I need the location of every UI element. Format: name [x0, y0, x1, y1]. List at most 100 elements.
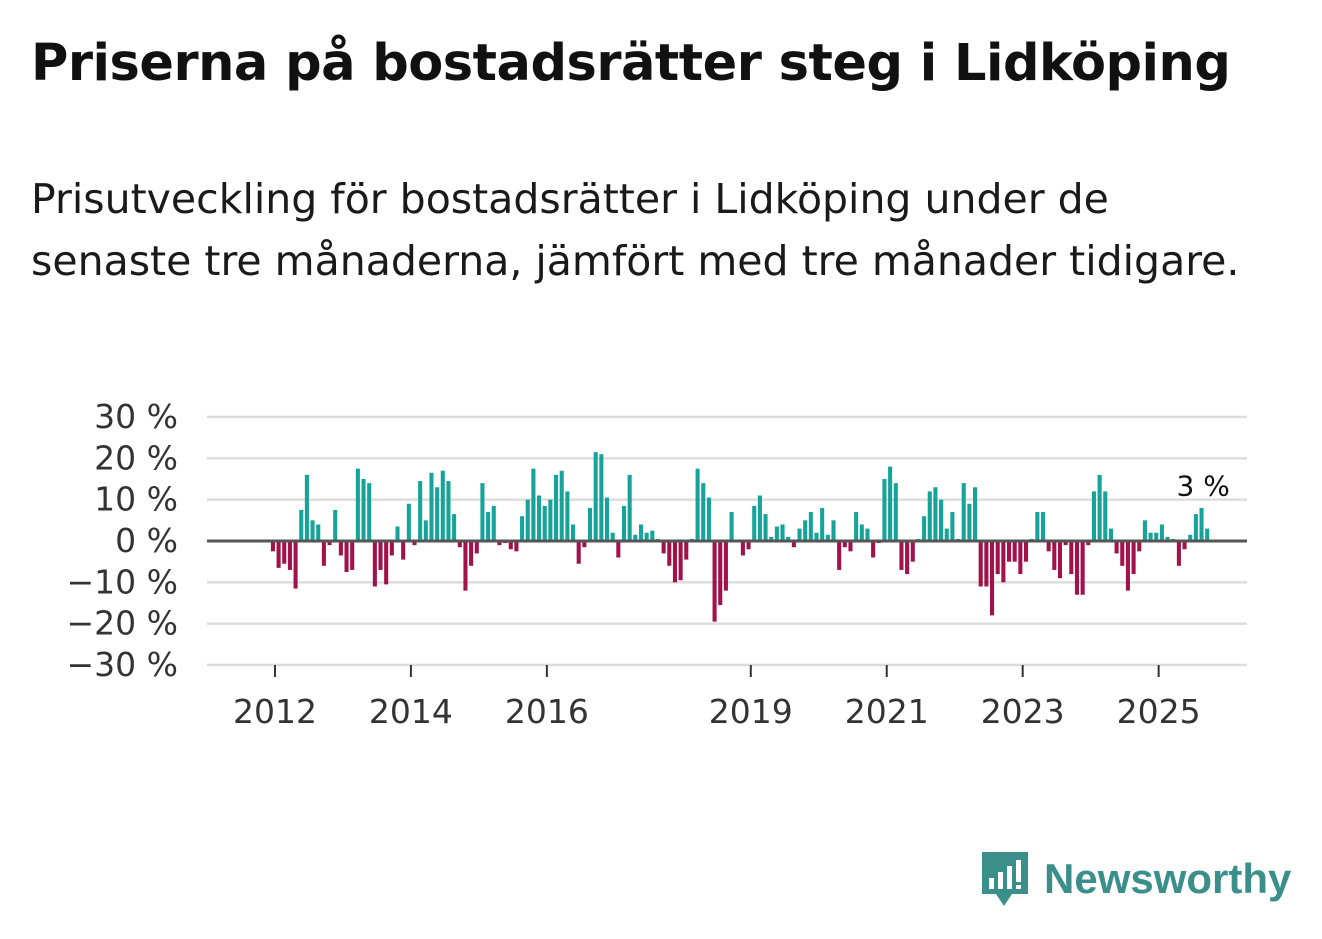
- bar: [531, 468, 536, 541]
- bar: [808, 512, 813, 541]
- bar: [401, 541, 406, 560]
- bar: [667, 541, 672, 566]
- bar: [565, 491, 570, 541]
- bar: [1091, 491, 1096, 541]
- bar: [1063, 541, 1068, 546]
- bar: [978, 541, 983, 587]
- bar: [599, 454, 604, 541]
- bar: [1182, 541, 1187, 550]
- bar: [338, 541, 343, 556]
- bar: [922, 516, 927, 541]
- bar: [774, 526, 779, 541]
- bar: [633, 534, 638, 541]
- y-tick-label: 30 %: [94, 397, 178, 436]
- x-tick-label: 2014: [369, 692, 453, 731]
- bar: [1205, 528, 1210, 541]
- bar: [797, 528, 802, 541]
- bar: [299, 510, 304, 541]
- y-axis-labels: 30 %20 %10 %0 %−10 %−20 %−30 %: [67, 397, 179, 684]
- y-tick-label: −30 %: [67, 645, 179, 684]
- bars: [270, 452, 1210, 622]
- bar: [1154, 532, 1159, 541]
- y-tick-label: −10 %: [67, 562, 179, 601]
- brand-name: Newsworthy: [1044, 855, 1292, 902]
- bar: [1012, 541, 1017, 562]
- bar: [910, 541, 915, 562]
- bar: [854, 512, 859, 541]
- bar: [865, 528, 870, 541]
- grid-lines: [207, 415, 1247, 667]
- bar: [882, 479, 887, 541]
- x-tick-label: 2012: [233, 692, 317, 731]
- y-tick-label: −20 %: [67, 604, 179, 643]
- bar: [644, 532, 649, 541]
- bar: [384, 541, 389, 585]
- bar: [333, 510, 338, 541]
- bar: [389, 541, 394, 556]
- bar: [1023, 541, 1029, 562]
- bar: [1131, 541, 1136, 575]
- bar: [1097, 474, 1102, 541]
- bar: [570, 524, 576, 541]
- bar: [525, 499, 530, 541]
- bar: [1176, 541, 1181, 566]
- bar: [282, 541, 287, 564]
- bar: [508, 541, 513, 550]
- bar: [412, 541, 417, 546]
- bar: [712, 541, 717, 622]
- x-tick-label: 2025: [1117, 692, 1201, 731]
- x-tick-label: 2023: [981, 692, 1065, 731]
- bar: [520, 516, 525, 541]
- bar: [344, 541, 349, 572]
- bar: [542, 505, 547, 541]
- bar: [486, 512, 491, 541]
- bar: [423, 520, 428, 541]
- bar: [1120, 541, 1125, 566]
- newsworthy-logo-icon: [982, 852, 1028, 906]
- bar: [293, 541, 298, 589]
- bar: [814, 532, 819, 541]
- bar: [1114, 541, 1119, 554]
- bar: [1001, 541, 1006, 583]
- bar: [757, 495, 762, 541]
- bar: [706, 497, 711, 541]
- chart-subtitle: Prisutveckling för bostadsrätter i Lidkö…: [31, 175, 1240, 285]
- bar: [740, 541, 745, 556]
- bar: [672, 541, 677, 583]
- bar: [893, 483, 898, 541]
- bar: [1142, 520, 1147, 541]
- bar: [638, 524, 644, 541]
- bar: [627, 474, 632, 541]
- bar: [593, 452, 598, 541]
- bar: [469, 541, 474, 566]
- bar: [491, 505, 496, 541]
- bar: [769, 536, 774, 541]
- x-tick-label: 2016: [505, 692, 589, 731]
- last-value-annotation: 3 %: [1177, 470, 1230, 503]
- bar: [548, 499, 553, 541]
- bar: [1086, 541, 1091, 546]
- y-tick-label: 10 %: [94, 480, 178, 519]
- y-tick-label: 0 %: [115, 521, 178, 560]
- bar: [457, 541, 462, 548]
- bar: [842, 541, 847, 548]
- bar: [701, 483, 706, 541]
- bar: [327, 541, 332, 546]
- bar: [1046, 541, 1051, 552]
- bar: [537, 495, 542, 541]
- bar: [927, 491, 932, 541]
- bar: [440, 470, 445, 541]
- bar: [729, 512, 734, 541]
- bar: [791, 541, 796, 548]
- bar: [820, 507, 825, 541]
- bar: [321, 541, 326, 566]
- bar: [1069, 541, 1074, 575]
- bar: [372, 541, 377, 587]
- bar: [973, 487, 978, 541]
- bar: [684, 541, 689, 560]
- bar: [497, 541, 502, 546]
- bar: [446, 481, 451, 541]
- bar: [1035, 512, 1040, 541]
- bar: [587, 507, 593, 541]
- bar: [514, 541, 519, 552]
